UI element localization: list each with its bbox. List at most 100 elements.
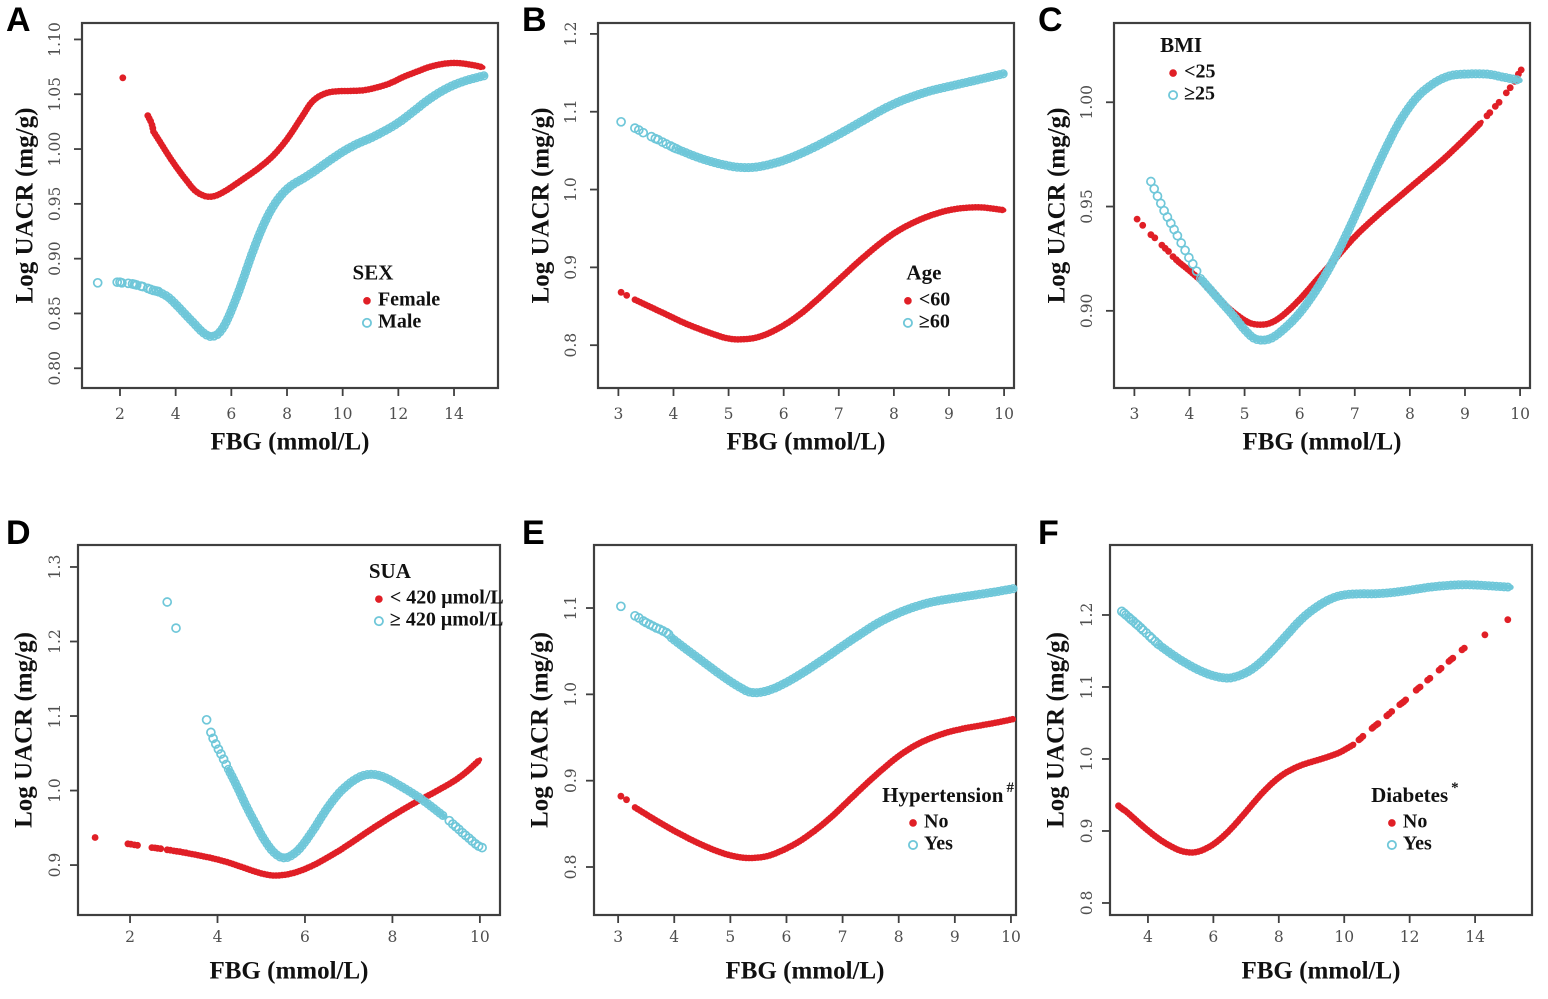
svg-text:0.95: 0.95 [1078,189,1096,224]
svg-text:8: 8 [1274,928,1284,946]
svg-text:9: 9 [944,405,954,423]
svg-text:12: 12 [1400,928,1420,946]
panel-e-hypertension: E 3 4 5 6 7 8 9 10 0.8 0.9 1.0 1.1 FBG (mmol/L) Log U… [516,470,1032,999]
svg-text:Yes: Yes [1403,833,1432,855]
svg-text:4: 4 [1143,928,1153,946]
svg-text:No: No [1403,811,1427,833]
panel-b-age: B 3 4 5 6 7 8 9 10 0.8 0.9 1.0 1.1 1.2 FBG (mmol/L) Lo… [516,0,1032,470]
svg-text:Log UACR (mg/g): Log UACR (mg/g) [1043,632,1070,828]
svg-text:0.85: 0.85 [46,296,64,331]
svg-text:8: 8 [387,928,397,946]
svg-text:Log UACR (mg/g): Log UACR (mg/g) [528,108,555,304]
panel-letter-f: F [1038,514,1060,552]
svg-text:Hypertension#: Hypertension # [882,780,1014,806]
svg-text:Log UACR (mg/g): Log UACR (mg/g) [12,108,39,304]
svg-text:7: 7 [834,405,844,423]
svg-text:0.9: 0.9 [562,768,580,793]
svg-text:1.0: 1.0 [1078,747,1096,772]
svg-text:0.9: 0.9 [1078,819,1096,844]
svg-text:≥ 420 μmol/L: ≥ 420 μmol/L [390,609,503,631]
svg-text:12: 12 [388,405,408,423]
svg-text:1.0: 1.0 [562,177,580,202]
svg-text:4: 4 [1185,405,1195,423]
bmi-chart: 3 4 5 6 7 8 9 10 0.90 0.95 1.00 FBG (mmol/L) Log UAC… [1044,21,1532,456]
svg-text:10: 10 [333,405,353,423]
svg-text:3: 3 [1129,405,1139,423]
svg-text:2: 2 [115,405,125,423]
svg-text:4: 4 [669,928,679,946]
svg-text:FBG (mmol/L): FBG (mmol/L) [210,429,369,456]
panel-c-bmi: C 3 4 5 6 7 8 9 10 0.90 0.95 1.00 FBG (mmol/L) Log U… [1032,0,1548,470]
svg-text:Male: Male [378,310,421,332]
hypertension-chart: 3 4 5 6 7 8 9 10 0.8 0.9 1.0 1.1 FBG (mmol/L) Log UAC… [527,543,1021,985]
svg-text:≥60: ≥60 [919,310,950,332]
svg-text:10: 10 [994,405,1014,423]
svg-text:4: 4 [669,405,679,423]
svg-text:1.1: 1.1 [562,99,580,124]
svg-text:FBG (mmol/L): FBG (mmol/L) [1241,958,1400,985]
svg-text:8: 8 [894,928,904,946]
svg-text:FBG (mmol/L): FBG (mmol/L) [209,958,368,985]
age-chart: 3 4 5 6 7 8 9 10 0.8 0.9 1.0 1.1 1.2 FBG (mmol/L) Log … [528,22,1016,456]
sex-chart: 2 4 6 8 10 12 14 0.80 0.85 0.90 0.95 1.00 1.05 1.10 FB… [12,21,500,456]
svg-text:7: 7 [838,928,848,946]
svg-text:Yes: Yes [924,833,953,855]
svg-text:1.2: 1.2 [562,22,580,47]
svg-text:5: 5 [724,405,734,423]
svg-text:1.3: 1.3 [46,555,64,580]
svg-text:14: 14 [444,405,464,423]
svg-text:≥25: ≥25 [1184,83,1215,105]
svg-text:5: 5 [725,928,735,946]
svg-text:1.10: 1.10 [46,22,64,57]
svg-text:3: 3 [613,928,623,946]
svg-text:< 420 μmol/L: < 420 μmol/L [390,587,504,609]
svg-text:1.0: 1.0 [46,778,64,803]
svg-text:7: 7 [1350,405,1360,423]
svg-text:6: 6 [1295,405,1305,423]
svg-text:8: 8 [889,405,899,423]
svg-text:1.1: 1.1 [46,704,64,729]
panel-d-sua: D 2 4 6 8 10 0.9 1.0 1.1 1.2 1.3 FBG (mmol/L) Log U… [0,470,516,999]
svg-text:0.8: 0.8 [562,855,580,880]
svg-text:6: 6 [300,928,310,946]
svg-text:Log UACR (mg/g): Log UACR (mg/g) [11,632,38,828]
svg-text:8: 8 [282,405,292,423]
svg-text:2: 2 [125,928,135,946]
diabetes-chart: 4 6 8 10 12 14 0.8 0.9 1.0 1.1 1.2 FBG (mmol/L) Log … [1043,543,1534,985]
svg-text:0.8: 0.8 [1078,891,1096,916]
svg-text:1.05: 1.05 [46,77,64,112]
svg-text:10: 10 [470,928,490,946]
svg-text:1.1: 1.1 [1078,675,1096,700]
panel-letter-d: D [6,514,32,552]
svg-text:BMI: BMI [1160,33,1202,57]
svg-text:1.00: 1.00 [1078,85,1096,120]
svg-text:FBG (mmol/L): FBG (mmol/L) [1242,429,1401,456]
svg-text:SEX: SEX [353,261,394,285]
svg-text:Diabetes*: Diabetes * [1371,780,1459,806]
svg-text:<60: <60 [919,288,950,310]
svg-text:SUA: SUA [369,559,412,583]
panel-letter-a: A [6,1,32,39]
svg-text:6: 6 [782,928,792,946]
svg-text:6: 6 [779,405,789,423]
svg-text:9: 9 [1460,405,1470,423]
svg-text:3: 3 [613,405,623,423]
svg-text:10: 10 [1510,405,1530,423]
svg-text:9: 9 [950,928,960,946]
svg-text:10: 10 [1001,928,1021,946]
panel-f-diabetes: F 4 6 8 10 12 14 0.8 0.9 1.0 1.1 1.2 FBG (mmol/L) Lo… [1032,470,1548,999]
svg-text:5: 5 [1240,405,1250,423]
svg-text:14: 14 [1465,928,1485,946]
svg-text:4: 4 [213,928,223,946]
svg-text:1.1: 1.1 [562,596,580,621]
svg-text:Female: Female [378,288,440,310]
svg-text:8: 8 [1405,405,1415,423]
panel-letter-e: E [522,514,546,552]
svg-text:No: No [924,811,948,833]
svg-text:0.9: 0.9 [46,853,64,878]
svg-text:0.90: 0.90 [46,241,64,276]
sua-chart: 2 4 6 8 10 0.9 1.0 1.1 1.2 1.3 FBG (mmol/L) Log UAC… [11,543,504,985]
svg-text:FBG (mmol/L): FBG (mmol/L) [725,958,884,985]
svg-text:1.2: 1.2 [46,629,64,654]
